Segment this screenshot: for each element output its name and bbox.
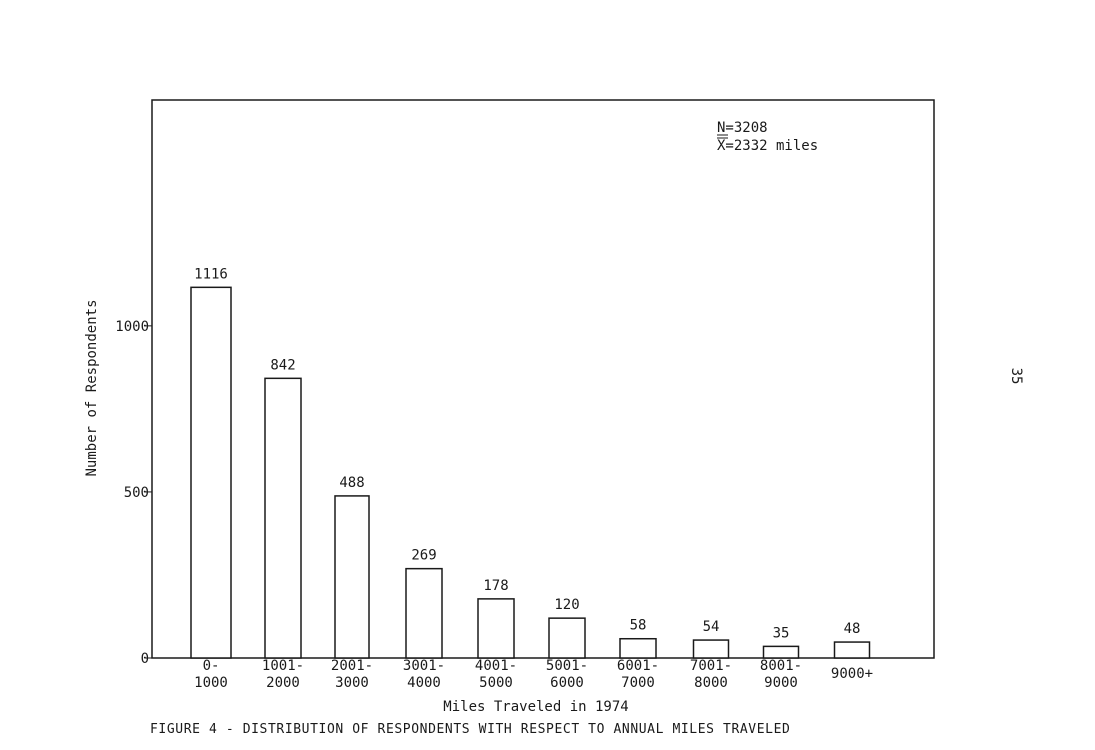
x-tick-label-line: 4000 xyxy=(407,675,441,691)
x-tick-label-line: 8001- xyxy=(760,658,802,674)
y-axis-ticks: 0 500 1000 xyxy=(115,319,152,667)
page-number: 35 xyxy=(1008,367,1024,385)
mean-text: X=2332 miles xyxy=(717,138,818,154)
x-tick-label-line: 3001- xyxy=(403,658,445,674)
x-tick-label-line: 0- xyxy=(203,658,220,674)
bar-4 xyxy=(477,598,515,659)
x-tick-label-4: 4001-5000 xyxy=(475,658,517,691)
value-label-1: 842 xyxy=(270,357,295,373)
x-tick-label-0: 0-1000 xyxy=(194,658,228,691)
x-axis-title: Miles Traveled in 1974 xyxy=(443,699,628,715)
bar-6 xyxy=(619,637,657,659)
stats-annotation: N=3208 X=2332 miles xyxy=(717,120,818,154)
x-tick-label-line: 5000 xyxy=(479,675,513,691)
bar-2 xyxy=(334,495,370,659)
x-tick-label-3: 3001-4000 xyxy=(403,658,445,691)
y-tick-label-0: 0 xyxy=(141,651,149,667)
x-tick-label-line: 2001- xyxy=(331,658,373,674)
bar-9 xyxy=(833,641,871,659)
bar-1 xyxy=(264,377,302,659)
x-tick-label-line: 7001- xyxy=(690,658,732,674)
value-label-9: 48 xyxy=(844,621,861,637)
x-tick-label-line: 2000 xyxy=(266,675,300,691)
x-tick-label-line: 7000 xyxy=(621,675,655,691)
plot-frame xyxy=(151,99,935,659)
bar-7 xyxy=(692,639,730,659)
value-label-5: 120 xyxy=(554,597,579,613)
bar-3 xyxy=(405,567,443,659)
y-tick-label-1: 500 xyxy=(124,485,149,501)
sample-size-text: N=3208 xyxy=(717,120,768,136)
bar-5 xyxy=(548,617,586,659)
bar-8 xyxy=(762,645,800,659)
x-tick-label-line: 5001- xyxy=(546,658,588,674)
value-label-2: 488 xyxy=(339,475,364,491)
y-tick-label-2: 1000 xyxy=(115,319,149,335)
figure-caption: FIGURE 4 - DISTRIBUTION OF RESPONDENTS W… xyxy=(150,722,791,737)
x-tick-label-7: 7001-8000 xyxy=(690,658,732,691)
value-label-6: 58 xyxy=(630,618,647,634)
x-tick-label-line: 1001- xyxy=(262,658,304,674)
x-tick-label-line: 3000 xyxy=(335,675,369,691)
x-tick-label-line: 8000 xyxy=(694,675,728,691)
x-tick-label-line: 1000 xyxy=(194,675,228,691)
x-tick-label-5: 5001-6000 xyxy=(546,658,588,691)
x-tick-label-line: 4001- xyxy=(475,658,517,674)
x-tick-label-9: 9000+ xyxy=(831,666,873,682)
value-label-7: 54 xyxy=(703,619,720,635)
x-tick-label-line: 6000 xyxy=(550,675,584,691)
value-labels: 1116 842 488 269 178 120 58 54 35 48 xyxy=(194,266,860,641)
bars xyxy=(190,286,871,659)
value-label-4: 178 xyxy=(483,578,508,594)
value-label-3: 269 xyxy=(411,548,436,564)
x-axis-tick-labels: 0-10001001-20002001-30003001-40004001-50… xyxy=(194,658,873,691)
y-axis-title: Number of Respondents xyxy=(84,299,100,476)
x-tick-label-2: 2001-3000 xyxy=(331,658,373,691)
x-tick-label-line: 6001- xyxy=(617,658,659,674)
x-tick-label-line: 9000 xyxy=(764,675,798,691)
x-tick-label-6: 6001-7000 xyxy=(617,658,659,691)
x-tick-label-1: 1001-2000 xyxy=(262,658,304,691)
value-label-0: 1116 xyxy=(194,266,228,282)
bar-0 xyxy=(190,286,232,659)
value-label-8: 35 xyxy=(773,625,790,641)
x-tick-label-line: 9000+ xyxy=(831,666,873,682)
x-tick-label-8: 8001-9000 xyxy=(760,658,802,691)
